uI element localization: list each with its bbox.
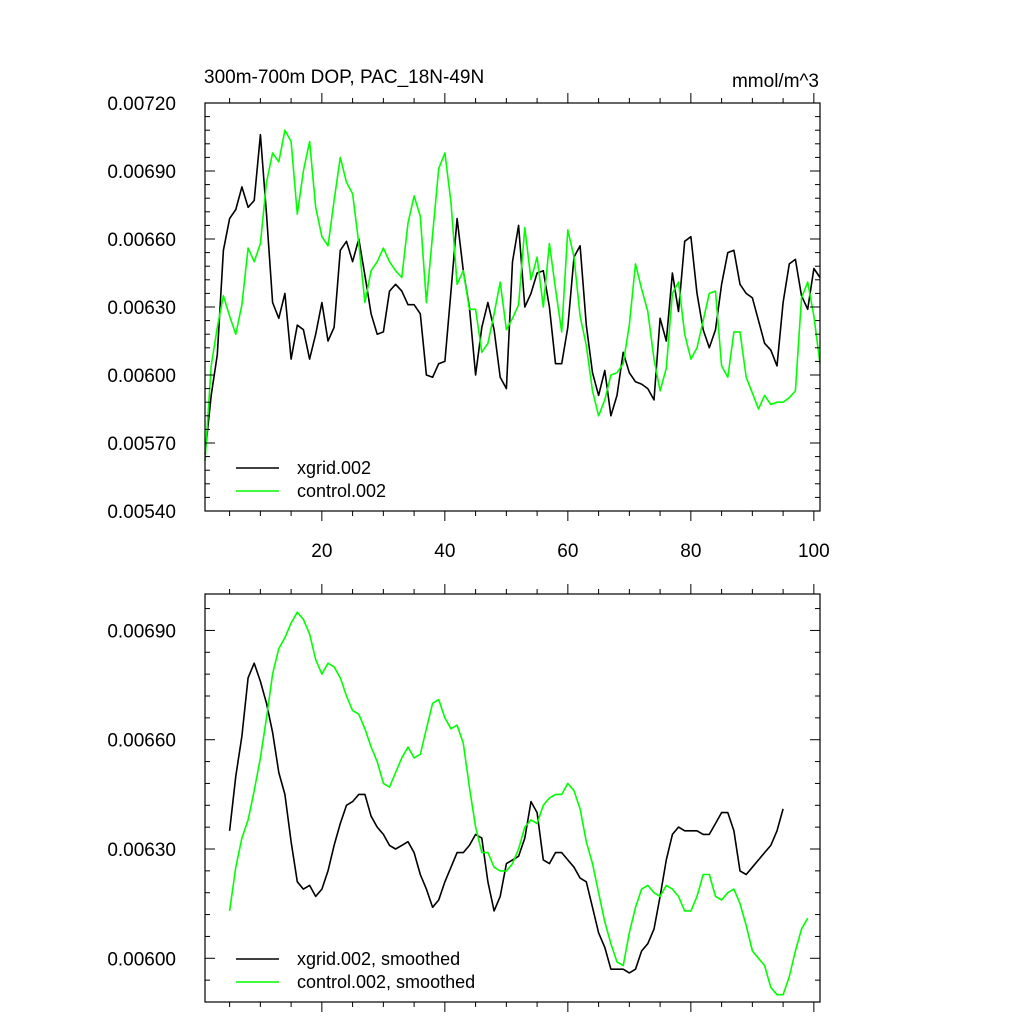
y-tick-label: 0.00600 <box>107 949 176 970</box>
legend: xgrid.002 control.002 <box>236 458 386 501</box>
series-line-control <box>228 611 809 996</box>
legend: xgrid.002, smoothed control.002, smoothed <box>236 949 475 992</box>
series-line-xgrid <box>204 133 821 455</box>
plot-frame <box>204 593 821 1003</box>
y-tick-label: 0.00720 <box>107 94 176 115</box>
legend-label: xgrid.002 <box>297 458 371 478</box>
y-tick-label: 0.00540 <box>107 502 176 523</box>
legend-label: control.002 <box>297 481 386 501</box>
chart-title: 300m-700m DOP, PAC_18N-49N <box>204 67 484 88</box>
y-tick-label: 0.00630 <box>107 840 176 861</box>
y-tick-label: 0.00570 <box>107 434 176 455</box>
x-tick-label: 40 <box>434 541 455 562</box>
y-tick-label: 0.00660 <box>107 230 176 251</box>
series-line-control <box>204 129 821 462</box>
plot-frame <box>204 102 821 512</box>
panel-bottom: 0.00600 0.00630 0.00660 0.00690 xgrid.002, … <box>107 584 821 1012</box>
x-tick-label: 80 <box>680 541 701 562</box>
y-tick-label: 0.00660 <box>107 731 176 752</box>
series-line-xgrid <box>228 662 784 974</box>
y-tick-label: 0.00690 <box>107 621 176 642</box>
x-tick-label: 60 <box>557 541 578 562</box>
y-tick-label: 0.00690 <box>107 162 176 183</box>
legend-label: control.002, smoothed <box>297 972 475 992</box>
y-tick-label: 0.00600 <box>107 366 176 387</box>
legend-label: xgrid.002, smoothed <box>297 949 460 969</box>
units-label: mmol/m^3 <box>732 71 819 92</box>
y-tick-label: 0.00630 <box>107 298 176 319</box>
x-tick-label: 20 <box>311 541 332 562</box>
x-tick-label: 100 <box>798 541 830 562</box>
panel-top: 300m-700m DOP, PAC_18N-49N mmol/m^3 0.00… <box>107 67 829 562</box>
